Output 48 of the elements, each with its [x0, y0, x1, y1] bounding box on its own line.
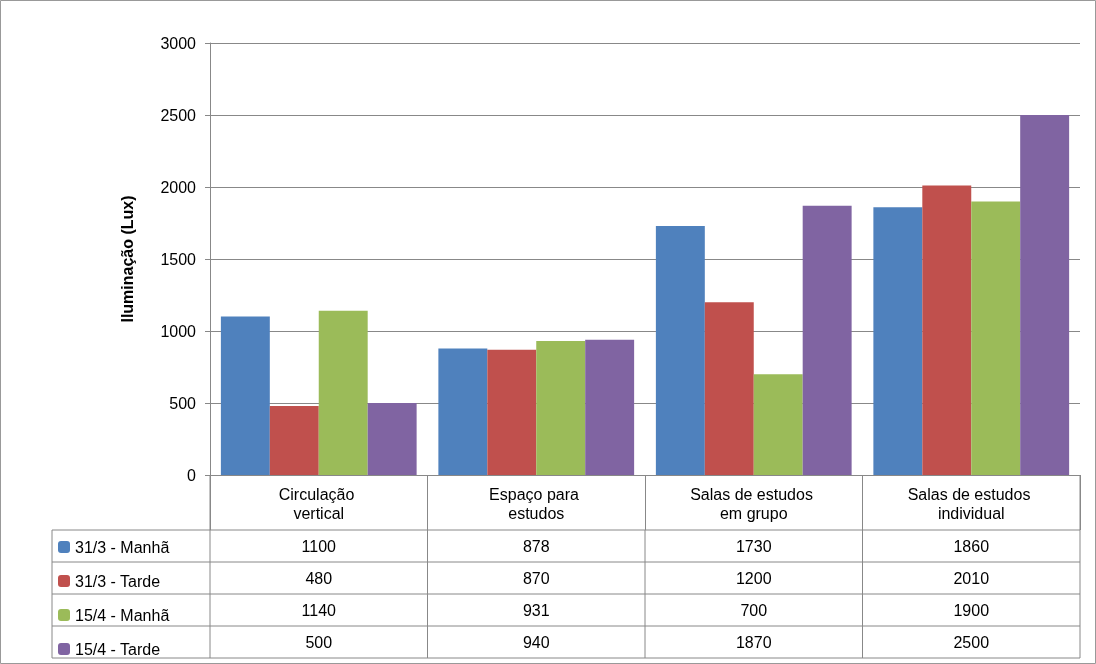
bar [220, 316, 270, 475]
x-tick-label: Circulação vertical [278, 486, 359, 522]
data-label: 931 [522, 601, 550, 619]
legend-label: 15/4 - Tarde [75, 640, 161, 658]
data-label: 1200 [735, 569, 772, 587]
y-tick-label: 500 [169, 394, 197, 412]
data-label: 1140 [301, 601, 337, 619]
bar [655, 225, 705, 475]
bar [585, 339, 635, 475]
bar [269, 405, 319, 475]
bar [753, 374, 803, 475]
data-label: 1900 [953, 601, 990, 619]
bar [367, 403, 417, 475]
bar [536, 340, 586, 475]
legend-label: 31/3 - Tarde [75, 572, 161, 590]
y-tick-label: 1000 [160, 322, 197, 340]
data-label: 2500 [953, 633, 990, 651]
data-label: 500 [305, 633, 333, 651]
data-label: 870 [522, 569, 550, 587]
data-label: 1730 [735, 537, 772, 555]
bar [802, 205, 852, 475]
bar [438, 348, 488, 475]
data-label: 1870 [735, 633, 772, 651]
y-tick-label: 0 [187, 466, 197, 484]
x-tick-label: Salas de estudos em grupo [690, 486, 818, 522]
y-tick-label: 2500 [160, 106, 197, 124]
legend-label: 31/3 - Manhã [75, 538, 170, 556]
y-tick-label: 3000 [160, 34, 197, 52]
data-label: 2010 [953, 569, 990, 587]
data-label: 700 [740, 601, 768, 619]
bar [704, 302, 754, 475]
legend-label: 15/4 - Manhã [75, 606, 170, 624]
x-tick-label: Espaço para estudos [489, 486, 584, 522]
y-tick-label: 2000 [160, 178, 197, 196]
y-tick-label: 1500 [160, 250, 197, 268]
bar [873, 207, 923, 475]
data-label: 940 [522, 633, 550, 651]
data-label: 1100 [301, 537, 337, 555]
bar [1020, 115, 1070, 475]
bar [487, 349, 537, 475]
bar [318, 310, 368, 475]
bar [971, 201, 1021, 475]
data-label: 878 [522, 537, 550, 555]
y-axis-title: Iluminação (Lux) [118, 195, 136, 323]
data-label: 480 [305, 569, 333, 587]
x-tick-label: Salas de estudos individual [907, 486, 1035, 522]
data-label: 1860 [953, 537, 990, 555]
bar [922, 185, 972, 475]
